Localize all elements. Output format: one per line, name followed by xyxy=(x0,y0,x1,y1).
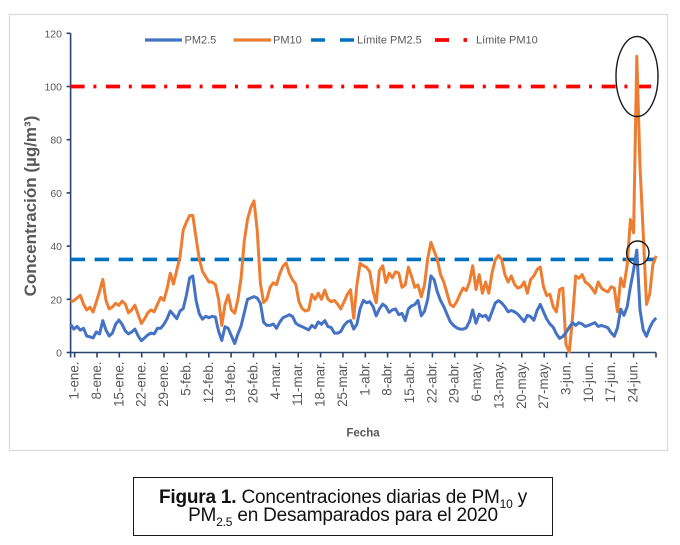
svg-text:6-may.: 6-may. xyxy=(469,362,484,402)
svg-text:PM10: PM10 xyxy=(273,35,302,47)
svg-text:11-mar.: 11-mar. xyxy=(290,362,305,406)
svg-text:0: 0 xyxy=(56,348,62,360)
svg-text:10-jun.: 10-jun. xyxy=(581,362,596,403)
svg-text:40: 40 xyxy=(50,241,62,253)
svg-text:4-mar.: 4-mar. xyxy=(268,362,283,400)
svg-text:15-ene.: 15-ene. xyxy=(111,362,126,407)
svg-text:29-ene.: 29-ene. xyxy=(156,362,171,407)
svg-text:1-abr.: 1-abr. xyxy=(357,362,372,396)
svg-text:5-feb.: 5-feb. xyxy=(178,362,193,396)
svg-text:13-may.: 13-may. xyxy=(491,362,506,409)
svg-text:PM2.5: PM2.5 xyxy=(185,35,217,47)
svg-text:Fecha: Fecha xyxy=(346,428,380,440)
svg-text:27-may.: 27-may. xyxy=(536,362,551,409)
svg-text:24-jun.: 24-jun. xyxy=(626,362,641,403)
svg-text:19-feb.: 19-feb. xyxy=(223,362,238,404)
svg-text:17-jun.: 17-jun. xyxy=(603,362,618,403)
svg-text:80: 80 xyxy=(50,135,62,147)
svg-text:8-abr.: 8-abr. xyxy=(380,362,395,396)
svg-text:120: 120 xyxy=(44,28,62,40)
svg-text:18-mar.: 18-mar. xyxy=(313,362,328,407)
svg-text:Concentración (µg/m³): Concentración (µg/m³) xyxy=(21,116,40,297)
svg-text:1-ene.: 1-ene. xyxy=(67,362,82,400)
svg-text:Límite PM10: Límite PM10 xyxy=(476,35,538,47)
svg-text:25-mar.: 25-mar. xyxy=(335,362,350,407)
svg-text:22-abr.: 22-abr. xyxy=(424,362,439,404)
svg-text:Límite PM2.5: Límite PM2.5 xyxy=(357,35,422,47)
svg-text:22-ene.: 22-ene. xyxy=(134,362,149,407)
svg-text:26-feb.: 26-feb. xyxy=(246,362,261,404)
svg-text:15-abr.: 15-abr. xyxy=(402,362,417,404)
svg-text:20-may.: 20-may. xyxy=(514,362,529,409)
svg-text:100: 100 xyxy=(44,82,62,94)
svg-text:12-feb.: 12-feb. xyxy=(201,362,216,404)
svg-text:60: 60 xyxy=(50,188,62,200)
svg-text:3-jun.: 3-jun. xyxy=(559,362,574,396)
svg-text:8-ene.: 8-ene. xyxy=(89,362,104,400)
svg-text:20: 20 xyxy=(50,294,62,306)
svg-text:29-abr.: 29-abr. xyxy=(447,362,462,404)
